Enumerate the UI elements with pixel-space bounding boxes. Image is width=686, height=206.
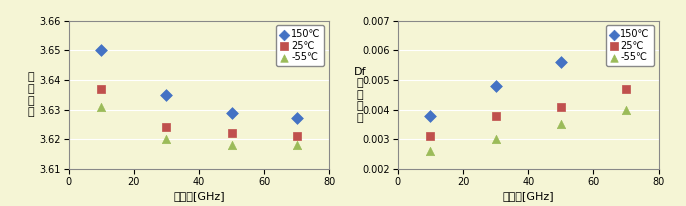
150℃ [555,61,566,64]
Text: Df
誘
電
正
接: Df 誘 電 正 接 [354,67,366,123]
25℃ [425,135,436,138]
150℃ [226,111,237,114]
25℃ [291,135,302,138]
25℃ [226,132,237,135]
Legend: 150℃, 25℃, -55℃: 150℃, 25℃, -55℃ [606,26,654,66]
25℃ [490,114,501,117]
25℃ [555,105,566,108]
-55℃ [490,138,501,141]
150℃ [291,117,302,120]
150℃ [95,49,107,52]
25℃ [161,126,172,129]
Legend: 150℃, 25℃, -55℃: 150℃, 25℃, -55℃ [276,26,324,66]
150℃ [620,34,631,37]
X-axis label: 周波数[GHz]: 周波数[GHz] [502,191,554,201]
-55℃ [425,150,436,153]
-55℃ [291,144,302,147]
25℃ [95,87,107,90]
150℃ [161,93,172,96]
Text: 比
誘
電
率: 比 誘 電 率 [27,72,34,117]
-55℃ [161,138,172,141]
-55℃ [620,108,631,111]
150℃ [490,84,501,88]
-55℃ [95,105,107,108]
150℃ [425,114,436,117]
X-axis label: 周波数[GHz]: 周波数[GHz] [173,191,225,201]
-55℃ [226,144,237,147]
25℃ [620,87,631,90]
-55℃ [555,123,566,126]
